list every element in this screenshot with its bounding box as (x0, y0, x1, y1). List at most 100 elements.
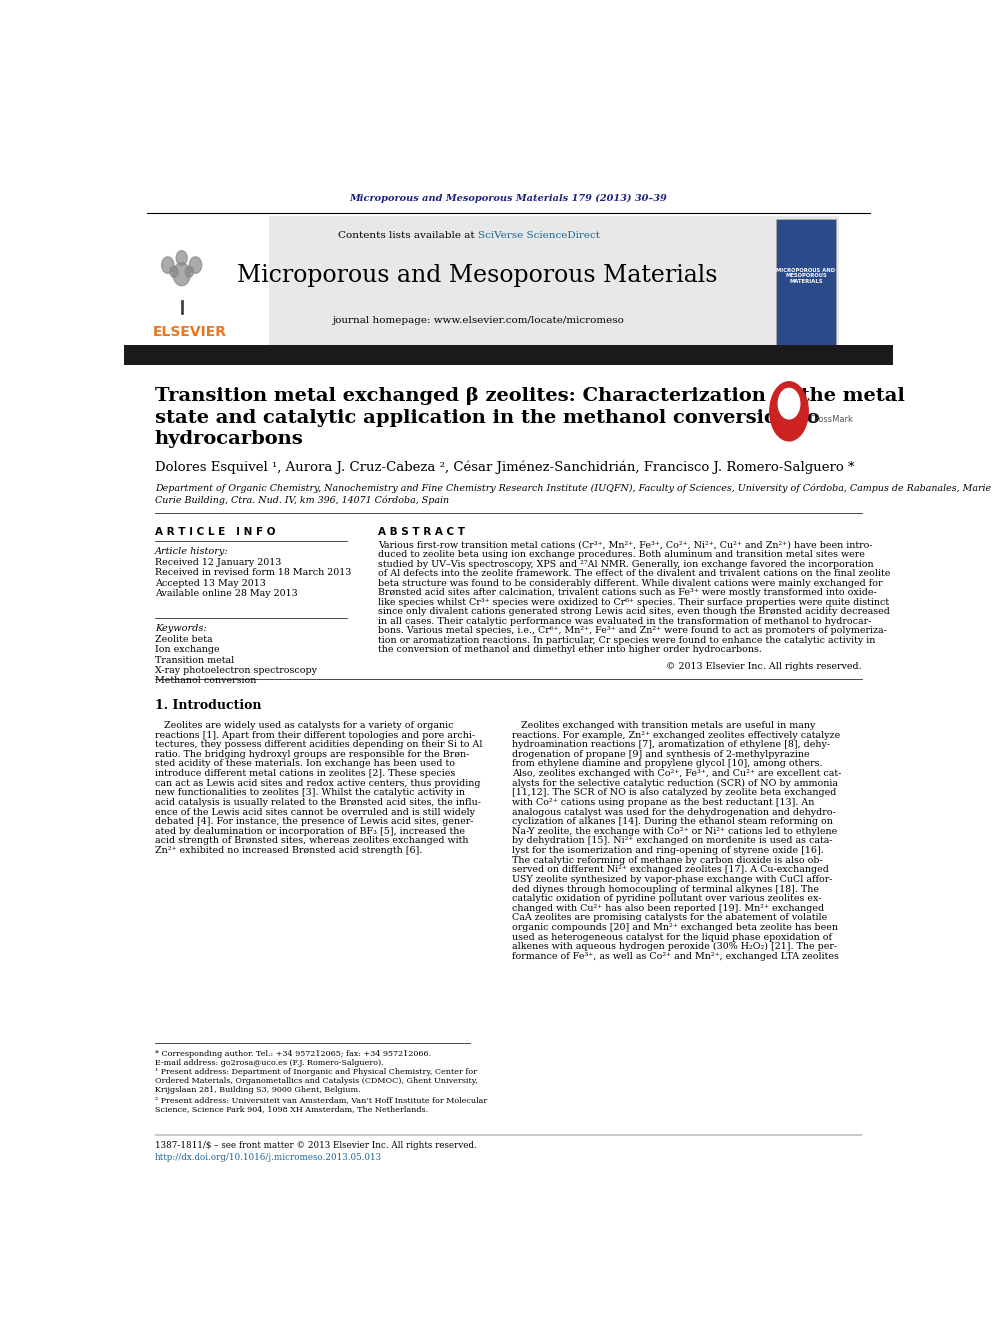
Text: Transition metal exchanged β zeolites: Characterization of the metal: Transition metal exchanged β zeolites: C… (155, 386, 905, 405)
Text: © 2013 Elsevier Inc. All rights reserved.: © 2013 Elsevier Inc. All rights reserved… (667, 663, 862, 672)
Bar (776, 218, 836, 355)
Text: 1387-1811/$ – see front matter © 2013 Elsevier Inc. All rights reserved.: 1387-1811/$ – see front matter © 2013 El… (155, 1142, 476, 1151)
Text: from ethylene diamine and propylene glycol [10], among others.: from ethylene diamine and propylene glyc… (512, 759, 822, 769)
Bar (147, 216, 269, 357)
Text: Contents lists available at: Contents lists available at (337, 232, 478, 241)
Text: [11,12]. The SCR of NO is also catalyzed by zeolite beta exchanged: [11,12]. The SCR of NO is also catalyzed… (512, 789, 836, 798)
Text: beta structure was found to be considerably different. While divalent cations we: beta structure was found to be considera… (378, 578, 882, 587)
Text: ² Present address: Universiteit van Amsterdam, Van’t Hoff Institute for Molecula: ² Present address: Universiteit van Amst… (155, 1095, 487, 1103)
Text: ated by dealumination or incorporation of BF₃ [5], increased the: ated by dealumination or incorporation o… (155, 827, 464, 836)
Text: Transition metal: Transition metal (155, 655, 234, 664)
Ellipse shape (779, 389, 800, 419)
Text: Zn²⁺ exhibited no increased Brønsted acid strength [6].: Zn²⁺ exhibited no increased Brønsted aci… (155, 847, 423, 855)
Text: of Al defects into the zeolite framework. The effect of the divalent and trivale: of Al defects into the zeolite framework… (378, 569, 890, 578)
Text: 1. Introduction: 1. Introduction (155, 699, 261, 712)
Text: debated [4]. For instance, the presence of Lewis acid sites, gener-: debated [4]. For instance, the presence … (155, 818, 473, 827)
Text: tectures, they possess different acidities depending on their Si to Al: tectures, they possess different aciditi… (155, 741, 482, 749)
Text: ¹ Present address: Department of Inorganic and Physical Chemistry, Center for: ¹ Present address: Department of Inorgan… (155, 1068, 477, 1076)
Text: * Corresponding author. Tel.: +34 957212065; fax: +34 957212066.: * Corresponding author. Tel.: +34 957212… (155, 1049, 431, 1057)
Text: duced to zeolite beta using ion exchange procedures. Both aluminum and transitio: duced to zeolite beta using ion exchange… (378, 550, 865, 560)
Text: sted acidity of these materials. Ion exchange has been used to: sted acidity of these materials. Ion exc… (155, 759, 454, 769)
Text: like species whilst Cr³⁺ species were oxidized to Cr⁶⁺ species. Their surface pr: like species whilst Cr³⁺ species were ox… (378, 598, 889, 607)
Circle shape (189, 257, 201, 274)
Text: Received 12 January 2013: Received 12 January 2013 (155, 558, 281, 566)
Text: MICROPOROUS AND
MESOPOROUS
MATERIALS: MICROPOROUS AND MESOPOROUS MATERIALS (777, 267, 835, 284)
Text: Microporous and Mesoporous Materials 179 (2013) 30–39: Microporous and Mesoporous Materials 179… (349, 194, 668, 204)
Text: Received in revised form 18 March 2013: Received in revised form 18 March 2013 (155, 568, 351, 577)
Bar (147, 216, 839, 357)
Bar (124, 345, 893, 365)
Text: Various first-row transition metal cations (Cr³⁺, Mn²⁺, Fe³⁺, Co²⁺, Ni²⁺, Cu²⁺ a: Various first-row transition metal catio… (378, 541, 872, 550)
Text: in all cases. Their catalytic performance was evaluated in the transformation of: in all cases. Their catalytic performanc… (378, 617, 871, 626)
Text: changed with Cu²⁺ has also been reported [19]. Mn²⁺ exchanged: changed with Cu²⁺ has also been reported… (512, 904, 824, 913)
Text: analogous catalyst was used for the dehydrogenation and dehydro-: analogous catalyst was used for the dehy… (512, 807, 836, 816)
Text: Brønsted acid sites after calcination, trivalent cations such as Fe³⁺ were mostl: Brønsted acid sites after calcination, t… (378, 589, 877, 597)
Text: Article history:: Article history: (155, 546, 228, 556)
Circle shape (162, 257, 174, 274)
Text: since only divalent cations generated strong Lewis acid sites, even though the B: since only divalent cations generated st… (378, 607, 890, 617)
Text: catalytic oxidation of pyridine pollutant over various zeolites ex-: catalytic oxidation of pyridine pollutan… (512, 894, 821, 904)
Text: with Co²⁺ cations using propane as the best reductant [13]. An: with Co²⁺ cations using propane as the b… (512, 798, 814, 807)
Text: The catalytic reforming of methane by carbon dioxide is also ob-: The catalytic reforming of methane by ca… (512, 856, 823, 865)
Text: Accepted 13 May 2013: Accepted 13 May 2013 (155, 578, 266, 587)
Text: X-ray photoelectron spectroscopy: X-ray photoelectron spectroscopy (155, 665, 316, 675)
Text: drogenation of propane [9] and synthesis of 2-methylpyrazine: drogenation of propane [9] and synthesis… (512, 750, 809, 759)
Text: Keywords:: Keywords: (155, 624, 206, 632)
Text: Zeolite beta: Zeolite beta (155, 635, 212, 644)
Text: ence of the Lewis acid sites cannot be overruled and is still widely: ence of the Lewis acid sites cannot be o… (155, 807, 475, 816)
Text: alkenes with aqueous hydrogen peroxide (30% H₂O₂) [21]. The per-: alkenes with aqueous hydrogen peroxide (… (512, 942, 837, 951)
Ellipse shape (770, 382, 808, 441)
Text: CaA zeolites are promising catalysts for the abatement of volatile: CaA zeolites are promising catalysts for… (512, 913, 827, 922)
Circle shape (177, 250, 187, 266)
Text: hydrocarbons: hydrocarbons (155, 430, 304, 448)
Text: ratio. The bridging hydroxyl groups are responsible for the Brøn-: ratio. The bridging hydroxyl groups are … (155, 750, 469, 759)
Text: tion or aromatization reactions. In particular, Cr species were found to enhance: tion or aromatization reactions. In part… (378, 635, 875, 644)
Text: Zeolites are widely used as catalysts for a variety of organic: Zeolites are widely used as catalysts fo… (155, 721, 453, 730)
Text: CrossMark: CrossMark (809, 414, 854, 423)
Text: http://dx.doi.org/10.1016/j.micromeso.2013.05.013: http://dx.doi.org/10.1016/j.micromeso.20… (155, 1152, 382, 1162)
Text: studied by UV–Vis spectroscopy, XPS and ²⁷Al NMR. Generally, ion exchange favore: studied by UV–Vis spectroscopy, XPS and … (378, 560, 873, 569)
Text: ded diynes through homocoupling of terminal alkynes [18]. The: ded diynes through homocoupling of termi… (512, 885, 819, 893)
Text: Krijgslaan 281, Building S3, 9000 Ghent, Belgium.: Krijgslaan 281, Building S3, 9000 Ghent,… (155, 1086, 360, 1094)
Text: formance of Fe³⁺, as well as Co²⁺ and Mn²⁺, exchanged LTA zeolites: formance of Fe³⁺, as well as Co²⁺ and Mn… (512, 953, 839, 960)
Text: bons. Various metal species, i.e., Cr⁶⁺, Mn²⁺, Fe³⁺ and Zn²⁺ were found to act a: bons. Various metal species, i.e., Cr⁶⁺,… (378, 626, 887, 635)
Text: lyst for the isomerization and ring-opening of styrene oxide [16].: lyst for the isomerization and ring-open… (512, 847, 824, 855)
Text: served on different Ni²⁺ exchanged zeolites [17]. A Cu-exchanged: served on different Ni²⁺ exchanged zeoli… (512, 865, 829, 875)
Text: USY zeolite synthesized by vapor-phase exchange with CuCl affor-: USY zeolite synthesized by vapor-phase e… (512, 875, 832, 884)
Circle shape (186, 266, 193, 278)
Text: Methanol conversion: Methanol conversion (155, 676, 256, 685)
Text: Ion exchange: Ion exchange (155, 646, 219, 654)
Text: Department of Organic Chemistry, Nanochemistry and Fine Chemistry Research Insti: Department of Organic Chemistry, Nanoche… (155, 484, 991, 493)
Text: alysts for the selective catalytic reduction (SCR) of NO by ammonia: alysts for the selective catalytic reduc… (512, 779, 838, 787)
Text: Microporous and Mesoporous Materials: Microporous and Mesoporous Materials (237, 265, 718, 287)
Text: reactions. For example, Zn²⁺ exchanged zeolites effectively catalyze: reactions. For example, Zn²⁺ exchanged z… (512, 730, 840, 740)
Text: used as heterogeneous catalyst for the liquid phase epoxidation of: used as heterogeneous catalyst for the l… (512, 933, 832, 942)
Text: by dehydration [15]. Ni²⁺ exchanged on mordenite is used as cata-: by dehydration [15]. Ni²⁺ exchanged on m… (512, 836, 833, 845)
Text: reactions [1]. Apart from their different topologies and pore archi-: reactions [1]. Apart from their differen… (155, 730, 475, 740)
Text: Zeolites exchanged with transition metals are useful in many: Zeolites exchanged with transition metal… (512, 721, 815, 730)
Text: the conversion of methanol and dimethyl ether into higher order hydrocarbons.: the conversion of methanol and dimethyl … (378, 646, 762, 654)
Text: organic compounds [20] and Mn²⁺ exchanged beta zeolite has been: organic compounds [20] and Mn²⁺ exchange… (512, 923, 838, 933)
Text: cyclization of alkanes [14]. During the ethanol steam reforming on: cyclization of alkanes [14]. During the … (512, 818, 833, 827)
Text: journal homepage: www.elsevier.com/locate/micromeso: journal homepage: www.elsevier.com/locat… (331, 316, 624, 325)
Text: Na-Y zeolite, the exchange with Co²⁺ or Ni²⁺ cations led to ethylene: Na-Y zeolite, the exchange with Co²⁺ or … (512, 827, 837, 836)
Text: A R T I C L E   I N F O: A R T I C L E I N F O (155, 527, 275, 537)
Text: Science, Science Park 904, 1098 XH Amsterdam, The Netherlands.: Science, Science Park 904, 1098 XH Amste… (155, 1105, 428, 1113)
Circle shape (173, 263, 190, 286)
Text: Also, zeolites exchanged with Co²⁺, Fe³⁺, and Cu²⁺ are excellent cat-: Also, zeolites exchanged with Co²⁺, Fe³⁺… (512, 769, 841, 778)
Circle shape (170, 266, 179, 278)
Text: hydroamination reactions [7], aromatization of ethylene [8], dehy-: hydroamination reactions [7], aromatizat… (512, 741, 830, 749)
Text: acid strength of Brønsted sites, whereas zeolites exchanged with: acid strength of Brønsted sites, whereas… (155, 836, 468, 845)
Text: A B S T R A C T: A B S T R A C T (378, 527, 464, 537)
Text: acid catalysis is usually related to the Brønsted acid sites, the influ-: acid catalysis is usually related to the… (155, 798, 481, 807)
Text: ELSEVIER: ELSEVIER (153, 325, 227, 339)
Text: Curie Building, Ctra. Nud. IV, km 396, 14071 Córdoba, Spain: Curie Building, Ctra. Nud. IV, km 396, 1… (155, 496, 448, 505)
Text: can act as Lewis acid sites and redox active centers, thus providing: can act as Lewis acid sites and redox ac… (155, 779, 480, 787)
Text: Available online 28 May 2013: Available online 28 May 2013 (155, 589, 298, 598)
Text: Ordered Materials, Organometallics and Catalysis (CDMOC), Ghent University,: Ordered Materials, Organometallics and C… (155, 1077, 477, 1085)
Text: introduce different metal cations in zeolites [2]. These species: introduce different metal cations in zeo… (155, 769, 455, 778)
Text: SciVerse ScienceDirect: SciVerse ScienceDirect (478, 232, 599, 241)
Text: Dolores Esquivel ¹, Aurora J. Cruz-Cabeza ², César Jiménez-Sanchidrián, Francisc: Dolores Esquivel ¹, Aurora J. Cruz-Cabez… (155, 460, 854, 474)
Text: state and catalytic application in the methanol conversion to: state and catalytic application in the m… (155, 409, 819, 427)
Text: new functionalities to zeolites [3]. Whilst the catalytic activity in: new functionalities to zeolites [3]. Whi… (155, 789, 464, 798)
